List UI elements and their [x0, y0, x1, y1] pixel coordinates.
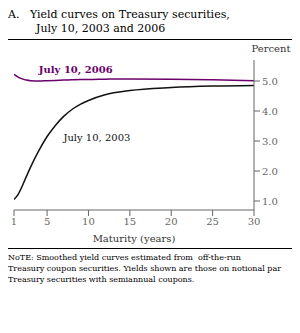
- svg-text:2.0: 2.0: [262, 166, 278, 177]
- html-text:A. Yield curves on Treasury se: A. Yield curves on Treasury securities,: [8, 8, 230, 21]
- svg-text:1: 1: [11, 216, 17, 227]
- svg-text:30: 30: [248, 216, 261, 227]
- svg-text:10: 10: [82, 216, 95, 227]
- svg-text:1.0: 1.0: [262, 196, 278, 207]
- svg-text:Percent: Percent: [252, 43, 291, 54]
- svg-text:25: 25: [206, 216, 219, 227]
- svg-text:July 10, 2003: July 10, 2003: [62, 132, 130, 143]
- svg-text:5: 5: [44, 216, 50, 227]
- svg-text:3.0: 3.0: [262, 136, 278, 147]
- html-text:July 10, 2003 and 2006: July 10, 2003 and 2006: [8, 22, 166, 35]
- svg-text:5.0: 5.0: [262, 76, 278, 87]
- svg-text:4.0: 4.0: [262, 106, 278, 117]
- svg-text:15: 15: [123, 216, 136, 227]
- svg-text:Maturity (years): Maturity (years): [93, 233, 176, 244]
- svg-text:July 10, 2006: July 10, 2006: [38, 64, 113, 76]
- svg-text:20: 20: [165, 216, 178, 227]
- html-text:NᴏTE: Smoothed yield curves es: NᴏTE: Smoothed yield curves estimated fr…: [8, 253, 282, 284]
